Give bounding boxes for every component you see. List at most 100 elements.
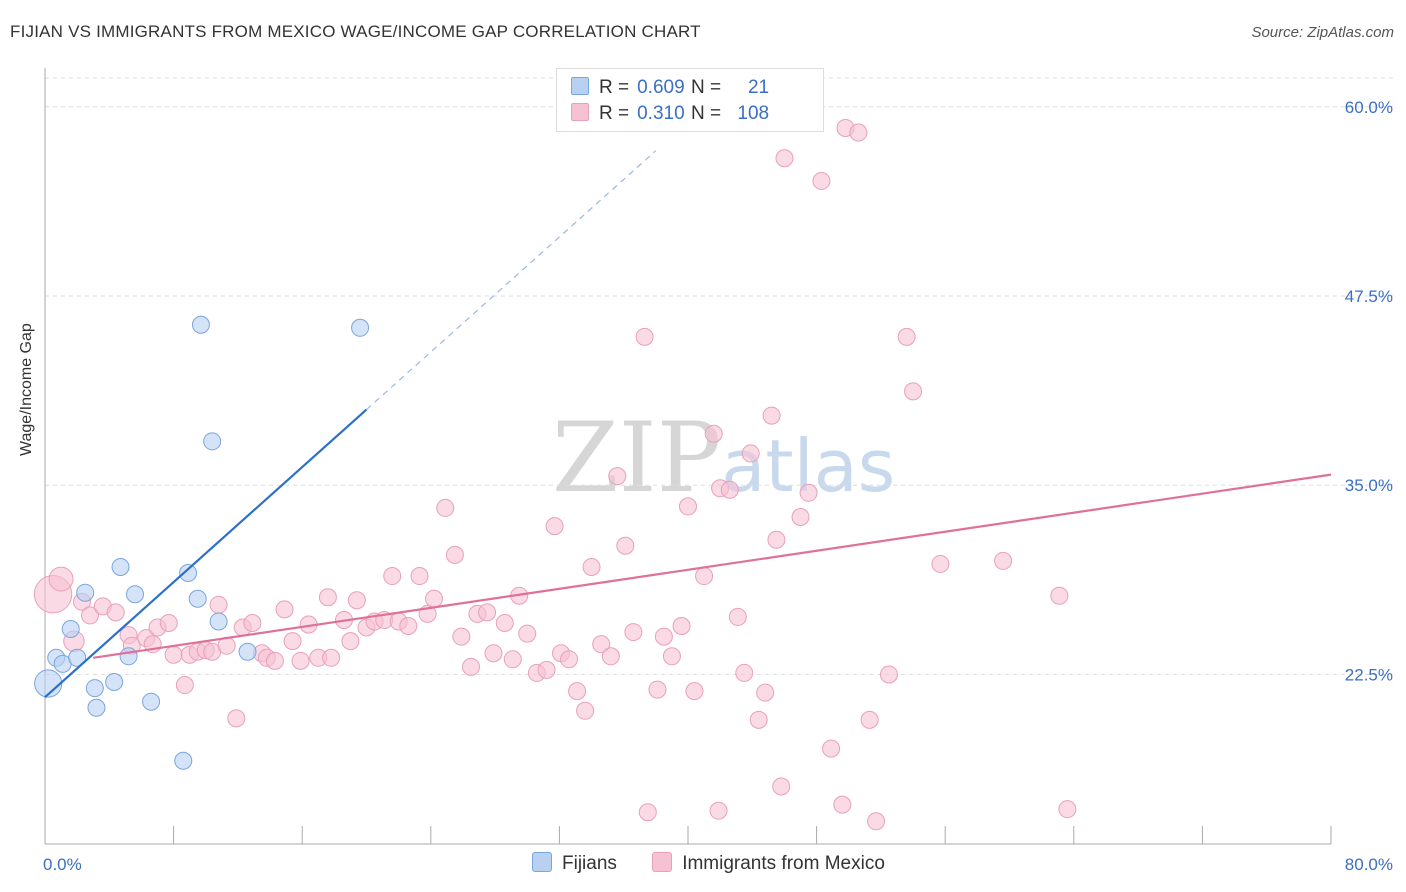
- point-mexico: [772, 777, 791, 796]
- point-mexico: [283, 632, 302, 651]
- point-mexico: [849, 123, 868, 142]
- legend-row-fijians: R = 0.609 N = 21: [571, 77, 769, 99]
- point-mexico: [461, 657, 480, 676]
- point-mexico: [582, 557, 601, 576]
- point-mexico: [81, 606, 100, 625]
- point-mexico: [265, 651, 284, 670]
- point-mexico: [383, 567, 402, 586]
- point-mexico: [762, 406, 781, 425]
- point-fijian: [191, 315, 210, 334]
- legend-r-label: R =: [599, 103, 630, 124]
- point-mexico: [791, 508, 810, 527]
- point-mexico: [275, 600, 294, 619]
- point-fijian: [188, 589, 207, 608]
- point-mexico: [347, 591, 366, 610]
- point-mexico: [164, 645, 183, 664]
- legend-swatch-fijians: [571, 77, 589, 95]
- legend-n-label: N =: [691, 77, 722, 98]
- legend-n-value-mexico: 108: [737, 103, 770, 124]
- point-fijian: [111, 557, 130, 576]
- legend-label-mexico: Immigrants from Mexico: [682, 853, 885, 874]
- point-mexico: [1058, 800, 1077, 819]
- point-mexico: [812, 171, 831, 190]
- point-mexico: [799, 483, 818, 502]
- trendline-fijians: [44, 408, 368, 698]
- trendline-mexico: [93, 473, 1332, 659]
- point-mexico: [904, 382, 923, 401]
- point-mexico: [931, 554, 950, 573]
- point-mexico: [452, 627, 471, 646]
- trendline-fijians-extension: [366, 150, 657, 410]
- point-mexico: [322, 648, 341, 667]
- point-mexico: [749, 710, 768, 729]
- point-mexico: [709, 801, 728, 820]
- point-fijian: [174, 751, 193, 770]
- point-mexico: [879, 665, 898, 684]
- x-tick-label-max: 80.0%: [1345, 855, 1393, 874]
- point-mexico: [775, 149, 794, 168]
- legend-row-mexico: R = 0.310 N = 108: [571, 103, 769, 125]
- point-mexico: [537, 660, 556, 679]
- point-mexico: [478, 603, 497, 622]
- y-tick-label: 35.0%: [1345, 476, 1393, 495]
- point-mexico: [545, 517, 564, 536]
- point-mexico: [767, 530, 786, 549]
- point-mexico: [1050, 586, 1069, 605]
- point-fijian: [238, 642, 257, 661]
- point-fijian: [85, 679, 104, 698]
- legend-n-label: N =: [691, 103, 722, 124]
- point-fijian: [87, 698, 106, 717]
- point-mexico: [560, 650, 579, 669]
- point-mexico: [897, 327, 916, 346]
- point-mexico: [695, 567, 714, 586]
- point-mexico: [994, 551, 1013, 570]
- point-mexico: [318, 588, 337, 607]
- point-mexico: [662, 647, 681, 666]
- point-mexico: [592, 635, 611, 654]
- point-mexico: [209, 595, 228, 614]
- point-fijian: [126, 585, 145, 604]
- point-mexico: [822, 739, 841, 758]
- point-mexico: [425, 589, 444, 608]
- legend-swatch-mexico: [571, 103, 589, 121]
- point-fijian: [68, 648, 87, 667]
- point-mexico: [624, 623, 643, 642]
- point-mexico: [159, 613, 178, 632]
- legend-item-fijians[interactable]: Fijians: [532, 852, 617, 875]
- point-mexico: [243, 613, 262, 632]
- legend-r-value-fijians: 0.609: [637, 77, 685, 98]
- point-mexico: [735, 663, 754, 682]
- chart-title: FIJIAN VS IMMIGRANTS FROM MEXICO WAGE/IN…: [10, 22, 701, 41]
- point-fijian: [76, 583, 95, 602]
- point-fijian: [142, 692, 161, 711]
- y-tick-label: 47.5%: [1345, 287, 1393, 306]
- point-mexico: [341, 632, 360, 651]
- point-mexico: [601, 647, 620, 666]
- point-mexico: [685, 682, 704, 701]
- point-mexico: [410, 567, 429, 586]
- point-mexico: [728, 607, 747, 626]
- point-mexico: [608, 467, 627, 486]
- point-mexico: [106, 603, 125, 622]
- series-legend: Fijians Immigrants from Mexico: [532, 852, 915, 875]
- point-fijian: [203, 432, 222, 451]
- point-mexico: [654, 627, 673, 646]
- point-mexico: [720, 480, 739, 499]
- legend-swatch-fijians: [532, 852, 552, 872]
- watermark-zip: ZIP: [552, 402, 722, 514]
- point-mexico: [704, 424, 723, 443]
- point-mexico: [227, 709, 246, 728]
- point-mexico: [291, 651, 310, 670]
- point-mexico: [860, 710, 879, 729]
- legend-swatch-mexico: [652, 852, 673, 872]
- legend-n-value-fijians: 21: [747, 77, 770, 98]
- point-mexico: [756, 683, 775, 702]
- point-mexico: [741, 444, 760, 463]
- point-fijian: [179, 564, 198, 583]
- point-mexico: [568, 682, 587, 701]
- legend-item-mexico[interactable]: Immigrants from Mexico: [652, 852, 885, 875]
- point-mexico: [616, 536, 635, 555]
- point-mexico: [503, 650, 522, 669]
- x-tick-label-min: 0.0%: [43, 855, 82, 874]
